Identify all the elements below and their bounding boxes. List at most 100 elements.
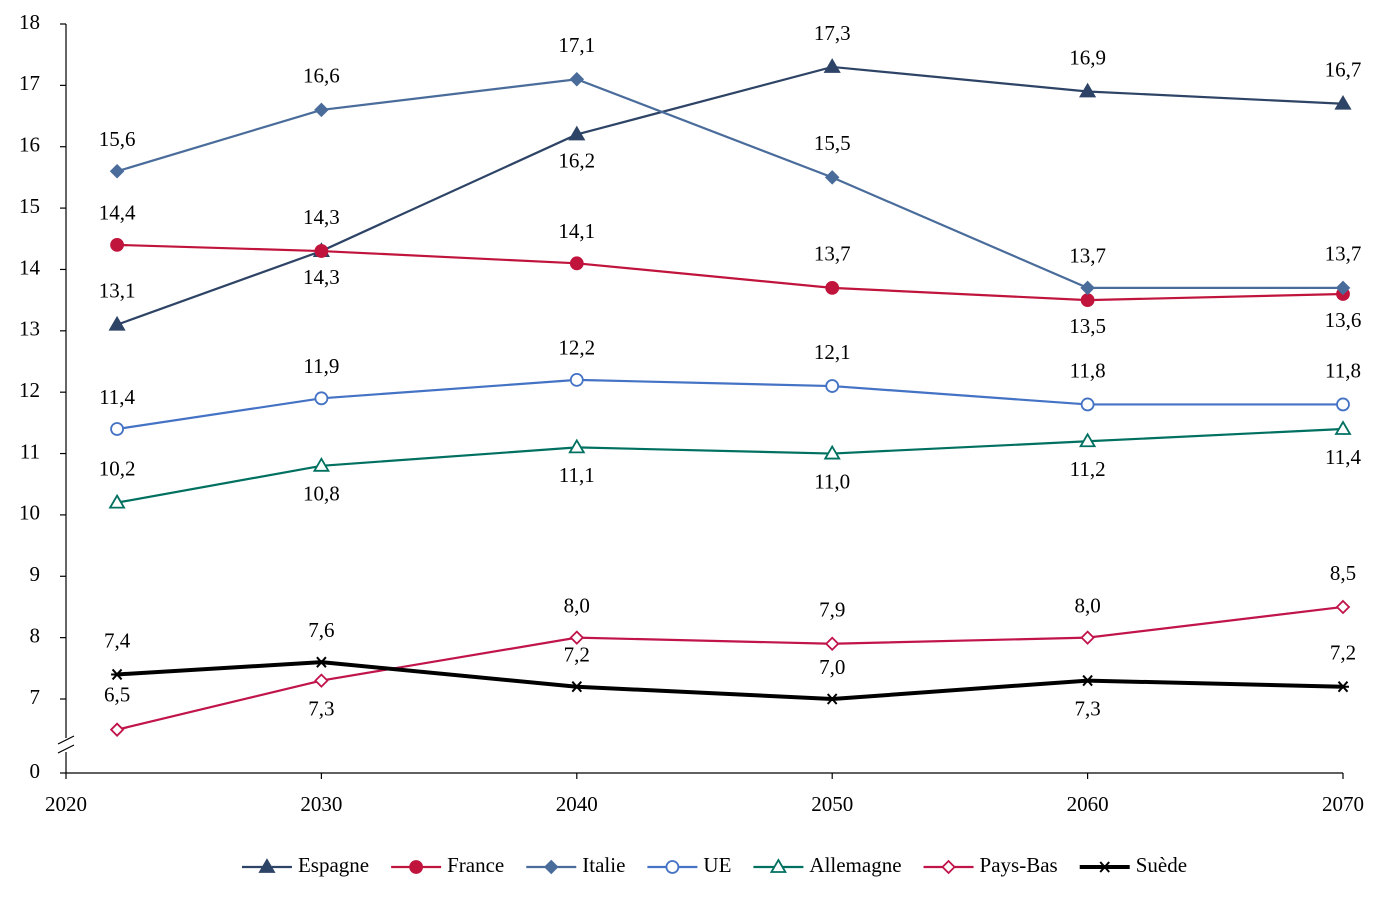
- legend-item: Allemagne: [753, 853, 902, 877]
- data-label: 11,2: [1070, 457, 1106, 481]
- legend-item: Pays-Bas: [923, 853, 1058, 877]
- y-tick-label: 15: [19, 194, 40, 218]
- marker: [110, 422, 124, 436]
- marker: [315, 656, 328, 668]
- data-label: 8,5: [1330, 561, 1356, 585]
- marker: [108, 493, 126, 509]
- series-line: [116, 605, 1344, 731]
- data-label: 13,7: [1069, 244, 1106, 268]
- legend-item: Italie: [526, 853, 625, 877]
- data-label: 11,8: [1070, 358, 1106, 382]
- marker: [1079, 432, 1097, 448]
- marker: [569, 256, 584, 271]
- data-label: 16,9: [1069, 45, 1106, 69]
- series-line: [116, 65, 1344, 326]
- marker: [825, 379, 840, 393]
- data-label: 11,8: [1325, 358, 1361, 382]
- data-label: 16,6: [303, 64, 340, 88]
- data-label: 10,2: [99, 456, 136, 480]
- data-label: 16,7: [1325, 58, 1362, 82]
- series-line: [117, 243, 1344, 302]
- data-label: 17,1: [558, 33, 595, 57]
- marker: [824, 636, 840, 652]
- legend-label: Espagne: [298, 853, 369, 877]
- data-label: 7,3: [1074, 696, 1100, 720]
- y-tick-label: 7: [30, 685, 41, 709]
- data-label: 12,2: [558, 336, 595, 360]
- data-label: 6,5: [104, 682, 130, 706]
- series-line: [116, 427, 1344, 504]
- data-label: 13,1: [99, 278, 136, 302]
- data-label: 7,6: [308, 618, 334, 642]
- marker: [1335, 599, 1351, 615]
- legend-item: Suède: [1079, 853, 1187, 877]
- y-tick-label: 0: [30, 759, 41, 783]
- marker: [823, 58, 841, 73]
- y-tick-label: 13: [19, 317, 40, 341]
- data-label: 11,9: [303, 354, 339, 378]
- legend-label: Allemagne: [809, 853, 901, 877]
- data-label: 7,3: [308, 696, 334, 720]
- marker: [568, 438, 586, 454]
- legend-label: UE: [703, 853, 731, 877]
- data-label: 11,0: [814, 469, 850, 493]
- legend-label: Pays-Bas: [980, 853, 1058, 877]
- legend-label: Suède: [1136, 853, 1187, 877]
- marker: [409, 860, 424, 874]
- marker: [1080, 293, 1095, 308]
- marker: [111, 668, 124, 681]
- legend-item: France: [391, 853, 504, 877]
- marker: [569, 630, 585, 645]
- data-label: 15,6: [99, 127, 136, 151]
- y-tick-label: 18: [19, 10, 40, 34]
- y-tick-label: 17: [19, 71, 40, 95]
- data-label: 13,6: [1325, 308, 1362, 332]
- x-tick-label: 2070: [1322, 792, 1364, 816]
- marker: [258, 858, 276, 873]
- legend-label: France: [447, 853, 504, 877]
- marker: [825, 280, 840, 295]
- marker: [312, 457, 330, 472]
- y-tick-label: 16: [19, 133, 40, 157]
- data-label: 13,7: [1325, 242, 1362, 266]
- x-tick-label: 2040: [556, 792, 598, 816]
- marker: [1334, 420, 1352, 435]
- marker: [1080, 397, 1095, 412]
- marker: [665, 860, 680, 874]
- data-label: 10,8: [303, 482, 340, 506]
- x-tick-label: 2020: [45, 792, 87, 816]
- legend-item: UE: [647, 853, 731, 877]
- series-line: [116, 660, 1344, 702]
- marker: [1336, 397, 1350, 412]
- y-tick-label: 14: [19, 255, 41, 279]
- marker: [109, 722, 125, 737]
- data-label: 7,0: [819, 655, 845, 679]
- data-label: 16,2: [558, 148, 595, 172]
- axis-break-mark: [57, 744, 75, 754]
- data-label: 7,2: [564, 643, 590, 667]
- marker: [1080, 630, 1095, 645]
- marker: [826, 693, 839, 705]
- marker: [1080, 280, 1095, 296]
- data-label: 14,3: [303, 205, 340, 229]
- series-line: [116, 378, 1343, 431]
- y-tick-label: 11: [20, 439, 40, 463]
- marker: [1079, 82, 1097, 98]
- data-label: 11,4: [1325, 445, 1361, 469]
- data-label: 13,5: [1069, 314, 1106, 338]
- data-label: 8,0: [1074, 593, 1100, 617]
- data-label: 17,3: [814, 21, 851, 45]
- marker: [570, 681, 583, 693]
- marker: [543, 859, 559, 875]
- legend-item: Espagne: [241, 853, 369, 877]
- data-label: 11,4: [99, 385, 135, 409]
- y-tick-label: 10: [19, 501, 40, 525]
- marker: [1098, 861, 1111, 873]
- data-label: 14,4: [99, 201, 136, 225]
- data-label: 7,9: [819, 598, 845, 622]
- data-label: 14,3: [303, 265, 340, 289]
- axis-break-mark: [57, 735, 75, 745]
- marker: [1335, 280, 1351, 296]
